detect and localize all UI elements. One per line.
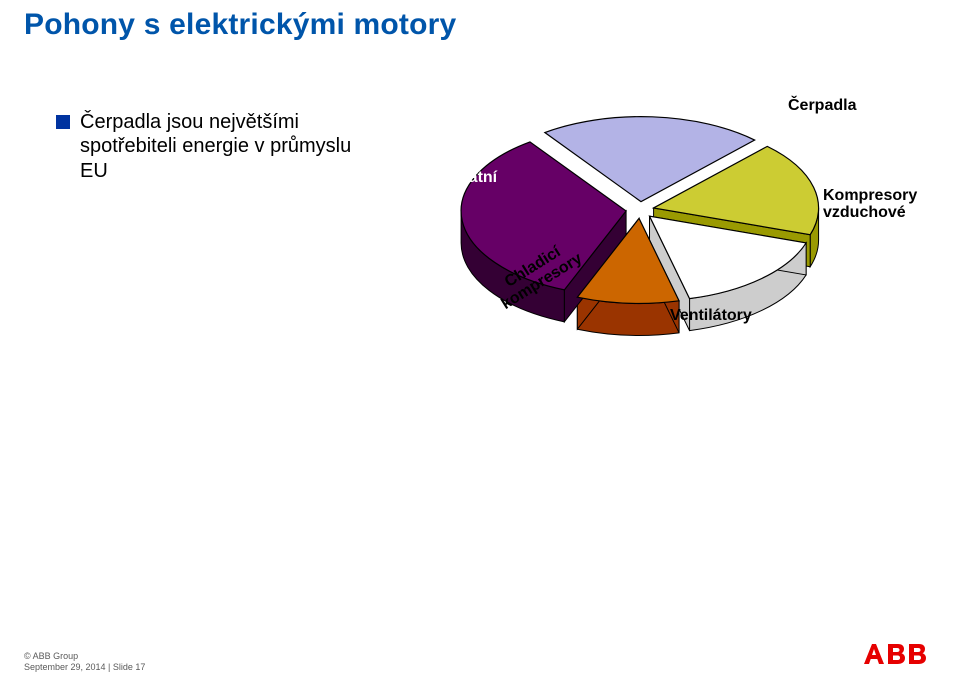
abb-logo (862, 640, 932, 673)
label-ostatni: Ostatní (442, 170, 497, 187)
label-cerpadla: Čerpadla (788, 98, 856, 115)
footer-line1: © ABB Group (24, 651, 145, 662)
bullet-marker-icon (56, 115, 70, 129)
bullet-item: Čerpadla jsou největšími spotřebiteli en… (56, 110, 356, 183)
bullet-list: Čerpadla jsou největšími spotřebiteli en… (56, 110, 356, 183)
bullet-text: Čerpadla jsou největšími spotřebiteli en… (80, 110, 356, 183)
energy-pie-chart: Ostatní Čerpadla Kompresoryvzduchové Ven… (370, 80, 930, 380)
footer-copyright: © ABB Group September 29, 2014 | Slide 1… (24, 651, 145, 674)
label-ventilatory: Ventilátory (670, 308, 752, 325)
slide-title: Pohony s elektrickými motory (24, 8, 456, 42)
label-kompresory: Kompresoryvzduchové (823, 188, 917, 222)
pie-svg (370, 80, 930, 380)
abb-logo-icon (862, 640, 932, 668)
footer-line2: September 29, 2014 | Slide 17 (24, 662, 145, 673)
